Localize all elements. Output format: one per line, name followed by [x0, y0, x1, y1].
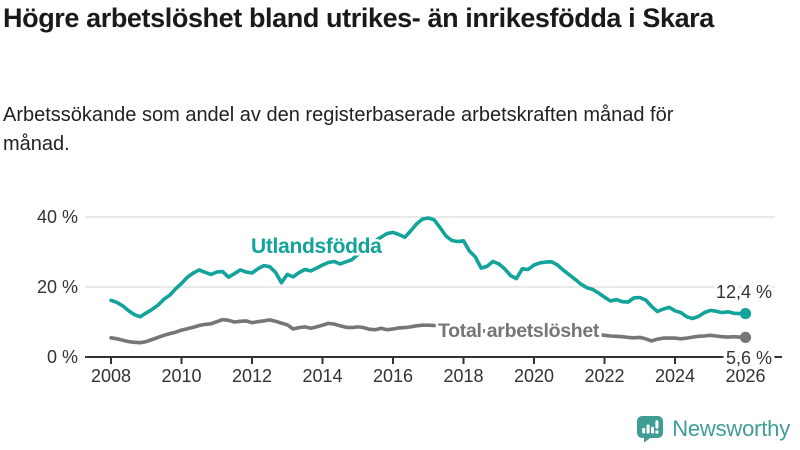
x-tick-label: 2020 — [514, 366, 554, 386]
series-label-utlandsfodda: Utlandsfödda — [251, 235, 382, 258]
end-value-label: 5,6 % — [726, 348, 772, 368]
newsworthy-speech-bubble-chart-icon — [637, 416, 664, 443]
y-tick-label: 40 % — [37, 207, 78, 227]
y-tick-label: 20 % — [37, 277, 78, 297]
x-tick-label: 2010 — [161, 366, 201, 386]
series-label-total: Total arbetslöshet — [438, 320, 600, 342]
end-value-label: 12,4 % — [716, 282, 772, 302]
x-tick-label: 2012 — [232, 366, 272, 386]
x-tick-label: 2014 — [302, 366, 342, 386]
x-tick-label: 2026 — [725, 366, 765, 386]
brand-footer: Newsworthy — [636, 413, 790, 445]
y-tick-label: 0 % — [47, 347, 78, 367]
series-end-dot — [739, 331, 752, 343]
x-tick-label: 2024 — [655, 366, 695, 386]
chart-subtitle: Arbetssökande som andel av den registerb… — [3, 104, 674, 155]
line-chart-svg: 2008 2010 2012 2014 2016 2018 2020 2022 2024 2026… — [37, 207, 782, 386]
page-title: Högre arbetslöshet bland utrikes- än inr… — [3, 3, 714, 33]
x-tick-label: 2022 — [584, 366, 624, 386]
series-line-utlandsfodda — [109, 216, 748, 321]
x-tick-label: 2016 — [373, 366, 413, 386]
x-tick-label: 2018 — [443, 366, 483, 386]
series-line-total — [109, 317, 748, 345]
brand-name: Newsworthy — [672, 416, 790, 441]
line-chart: 2008 2010 2012 2014 2016 2018 2020 2022 2024 2026… — [0, 185, 800, 420]
series-end-dot — [739, 308, 752, 320]
x-tick-label: 2008 — [91, 366, 131, 386]
